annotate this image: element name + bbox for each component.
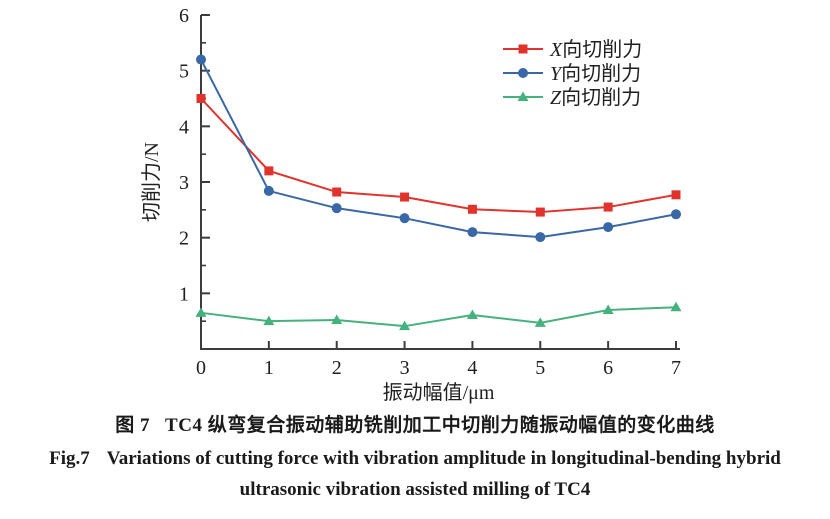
- caption-zh-text: TC4 纵弯复合振动辅助铣削加工中切削力随振动幅值的变化曲线: [165, 415, 715, 436]
- caption-english-line1: Fig.7 Variations of cutting force with vi…: [0, 447, 830, 471]
- legend-item-1: Y向切削力: [503, 62, 641, 85]
- x-tick-label-2: 2: [332, 357, 342, 379]
- series-0-marker-6: [603, 202, 613, 212]
- series-0-line: [200, 97, 677, 214]
- series-1-marker-7: [671, 209, 681, 220]
- series-2-marker-6: [602, 304, 614, 315]
- x-tick-label-0: 0: [196, 357, 206, 379]
- series-0-marker-7: [671, 190, 681, 200]
- series-2-marker-0: [195, 307, 207, 317]
- y-tick-label-3: 3: [179, 172, 189, 194]
- series-0-marker-5: [535, 207, 545, 217]
- series-2-marker-3: [399, 320, 411, 331]
- y-axis-label: 切削力/N: [140, 142, 163, 222]
- series-2-marker-5: [534, 317, 546, 327]
- legend-marker-0: [518, 44, 528, 54]
- series-2-line: [200, 306, 677, 328]
- legend-item-0: X向切削力: [503, 38, 642, 61]
- legend-item-2: Z向切削力: [503, 86, 641, 109]
- legend-marker-1: [518, 68, 528, 78]
- x-tick-label-4: 4: [467, 357, 477, 379]
- y-tick-label-1: 1: [179, 283, 189, 305]
- series-0-marker-2: [332, 187, 342, 197]
- caption-zh-label: 图 7: [115, 415, 151, 436]
- y-tick-label-6: 6: [179, 5, 189, 27]
- y-tick-label-5: 5: [179, 61, 189, 83]
- series-0-marker-4: [467, 204, 477, 214]
- series-2-marker-7: [670, 301, 682, 312]
- series-1-marker-5: [535, 232, 546, 243]
- caption-english-line2: ultrasonic vibration assisted milling of…: [239, 478, 591, 500]
- legend-label-2: Z向切削力: [550, 86, 641, 109]
- caption-en-label: Fig.7: [49, 447, 90, 469]
- caption-en-text: Variations of cutting force with vibrati…: [106, 447, 781, 469]
- x-tick-label-7: 7: [671, 357, 681, 379]
- x-tick-label-5: 5: [535, 357, 545, 379]
- line-chart: 1 2 3 4 5 6 0 1 2 3 4 5 6 7 振动幅值/μm 切削力/N X向切削力Y向切削力Z向切削…: [140, 5, 682, 404]
- series-2-marker-1: [263, 315, 275, 326]
- series-0-marker-3: [400, 192, 410, 202]
- x-tick-label-3: 3: [400, 357, 410, 379]
- legend-marker-2: [517, 91, 529, 101]
- series-1-marker-4: [467, 227, 478, 238]
- y-tick-label-4: 4: [179, 116, 189, 138]
- series-0: [196, 94, 681, 217]
- series-1-line: [200, 59, 677, 239]
- series-0-marker-1: [264, 166, 274, 176]
- series-0-marker-0: [196, 94, 206, 103]
- caption-chinese-line: 图 7 TC4 纵弯复合振动辅助铣削加工中切削力随振动幅值的变化曲线: [0, 414, 830, 438]
- series-2: [195, 301, 682, 331]
- series-1-marker-0: [196, 54, 206, 65]
- y-tick-label-2: 2: [179, 228, 189, 250]
- series-2-marker-4: [466, 309, 478, 320]
- legend-label-0: X向切削力: [549, 38, 642, 61]
- x-axis-label: 振动幅值/μm: [383, 381, 495, 404]
- x-tick-label-6: 6: [603, 357, 613, 379]
- series-1: [196, 54, 681, 243]
- legend-label-1: Y向切削力: [550, 62, 641, 85]
- series-1-marker-2: [331, 203, 342, 214]
- x-tick-label-1: 1: [264, 357, 274, 379]
- figure-caption: 图 7 TC4 纵弯复合振动辅助铣削加工中切削力随振动幅值的变化曲线 Fig.7 V…: [0, 414, 830, 501]
- series-2-marker-2: [331, 314, 343, 325]
- series-1-marker-6: [603, 222, 614, 233]
- series-1-marker-1: [263, 185, 274, 196]
- series-1-marker-3: [399, 213, 410, 224]
